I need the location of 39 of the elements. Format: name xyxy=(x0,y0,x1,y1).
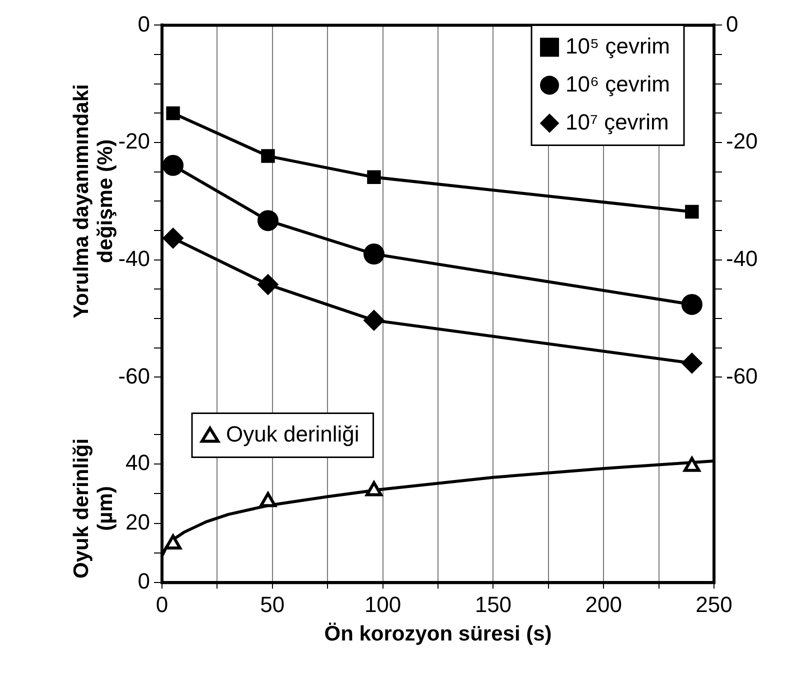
legend-label: Oyuk derinliği xyxy=(226,421,360,446)
legend-label: 10⁷ çevrim xyxy=(566,109,669,134)
y-tick-label: -60 xyxy=(118,363,150,388)
point xyxy=(366,481,382,496)
point xyxy=(257,274,278,296)
point xyxy=(363,310,384,331)
legend-label: 10⁶ çevrim xyxy=(566,71,670,96)
point xyxy=(166,106,180,120)
point xyxy=(683,456,700,472)
x-tick-label: 50 xyxy=(260,592,285,617)
y3-tick-label: 20 xyxy=(126,509,150,534)
y2-tick-label: -60 xyxy=(726,363,758,388)
point xyxy=(681,294,702,315)
y2-tick-label: -20 xyxy=(726,128,758,154)
x-tick-label: 0 xyxy=(156,592,168,617)
point xyxy=(367,170,381,184)
y-tick-label: 0 xyxy=(138,11,150,36)
x-axis-title: Ön korozyon süresi (s) xyxy=(324,622,552,646)
y2-tick-label: 0 xyxy=(726,11,738,36)
y3-axis-title: Oyuk derinliği (µm) xyxy=(70,438,117,578)
point xyxy=(257,210,278,232)
y2-tick-label: -40 xyxy=(726,246,758,271)
point xyxy=(363,244,384,265)
x-tick-label: 250 xyxy=(696,592,732,617)
point xyxy=(162,228,184,249)
point xyxy=(260,492,276,508)
point xyxy=(685,204,699,219)
point xyxy=(681,352,702,374)
point xyxy=(162,154,184,176)
x-tick-label: 100 xyxy=(364,592,402,617)
x-tick-label: 150 xyxy=(474,592,512,617)
point xyxy=(261,149,275,163)
y-tick-label: -20 xyxy=(118,128,150,154)
point xyxy=(164,534,182,550)
legend-label: 10⁵ çevrim xyxy=(566,33,670,58)
y3-tick-label: 40 xyxy=(126,450,150,476)
y-axis-title: Yorulma dayanımındaki değişme (%) xyxy=(70,84,117,318)
y-tick-label: -40 xyxy=(118,246,150,271)
x-tick-label: 200 xyxy=(585,592,622,617)
